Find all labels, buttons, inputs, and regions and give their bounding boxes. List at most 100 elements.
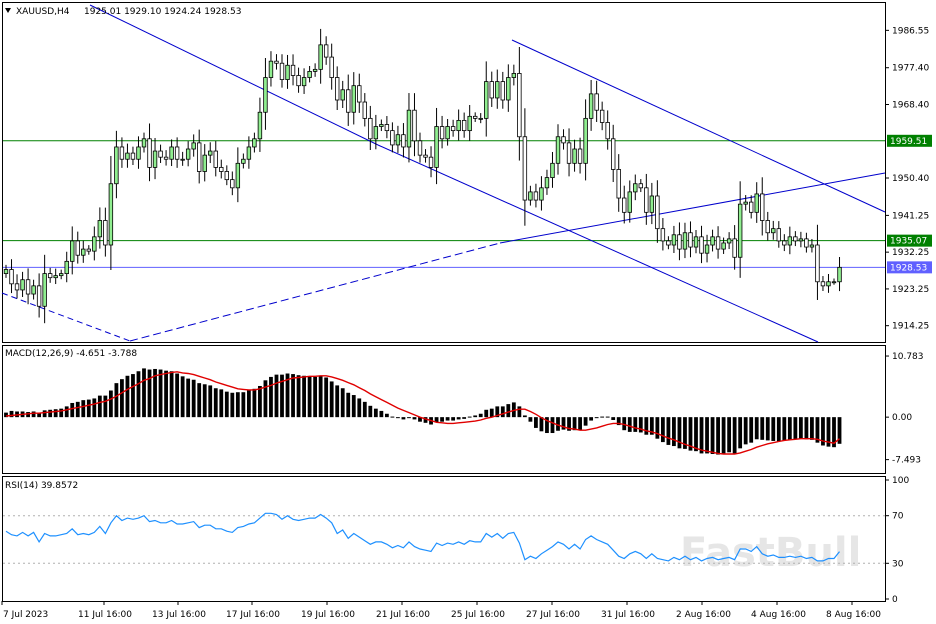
price-panel[interactable]: XAUUSD,H4 1925.01 1929.10 1924.24 1928.5…: [1, 2, 932, 343]
candle-body: [202, 154, 207, 172]
macd-bar: [136, 371, 141, 418]
macd-bar: [539, 417, 544, 432]
candle-body: [174, 146, 180, 160]
macd-signal-line: [5, 371, 840, 455]
macd-bar: [368, 405, 373, 418]
macd-bar: [583, 417, 588, 426]
macd-bar: [120, 379, 124, 418]
candle-body: [765, 220, 770, 234]
macd-bar: [48, 409, 53, 418]
macd-bar: [31, 411, 36, 418]
macd-panel-frame: [2, 345, 886, 474]
macd-bar: [589, 417, 594, 421]
candle-body: [489, 81, 494, 99]
macd-bar: [235, 392, 240, 418]
candle-body: [472, 115, 478, 119]
macd-bar: [710, 417, 715, 454]
macd-bar: [269, 376, 273, 418]
price-level-label: 1959.51: [890, 137, 927, 147]
candle-body: [428, 156, 434, 168]
time-tick-label: 25 Jul 16:00: [451, 610, 505, 620]
candle-body: [754, 193, 759, 213]
candle-body: [42, 273, 47, 307]
candle-body: [125, 152, 130, 160]
macd-bar: [716, 417, 720, 455]
candle-body: [831, 281, 837, 284]
candle-body: [362, 101, 367, 119]
candle-body: [782, 240, 787, 246]
macd-bar: [445, 417, 450, 421]
price-tick-label: 1932.25: [892, 248, 929, 258]
candle-body: [263, 77, 268, 113]
ohlc-label: 1925.01 1929.10 1924.24 1928.53: [84, 7, 241, 17]
channel-lower-left: [1, 292, 131, 342]
macd-bar: [622, 417, 627, 431]
channel-lower-right: [377, 144, 819, 343]
time-tick-label: 2 Aug 16:00: [676, 610, 731, 620]
macd-bar: [649, 417, 654, 435]
macd-bar: [749, 417, 754, 443]
macd-bar: [302, 375, 306, 418]
candle-body: [213, 150, 218, 168]
candle-body: [285, 64, 290, 80]
macd-bar: [4, 412, 8, 418]
macd-bar: [81, 400, 86, 418]
candle-body: [312, 68, 318, 72]
macd-bar: [517, 406, 522, 418]
macd-bar: [760, 417, 765, 440]
channel-upper-left: [89, 4, 379, 146]
macd-bar: [26, 412, 30, 418]
candle-body: [75, 240, 80, 256]
candle-body: [760, 193, 765, 221]
candle-body: [230, 179, 235, 189]
macd-bar: [280, 374, 284, 418]
candle-body: [787, 236, 793, 246]
candle-body: [655, 195, 660, 230]
collapse-triangle-icon[interactable]: [5, 8, 11, 13]
candle-body: [555, 136, 561, 164]
candle-body: [406, 109, 412, 148]
macd-bar: [627, 417, 632, 432]
macd-bar: [578, 417, 582, 431]
macd-bar: [633, 417, 638, 432]
macd-panel[interactable]: MACD(12,26,9) -4.651 -3.788 10.783 0.00 -7…: [2, 345, 924, 474]
rsi-tick-label: 0: [892, 595, 898, 605]
macd-bar: [500, 406, 505, 418]
candle-body: [47, 273, 53, 279]
macd-bar: [53, 409, 58, 418]
support-line-dashed: [129, 242, 501, 342]
candle-body: [644, 187, 649, 213]
candle-body: [682, 232, 688, 250]
macd-bar: [572, 417, 577, 431]
candle-body: [163, 156, 169, 160]
candle-body: [544, 177, 550, 189]
price-tick-label: 1968.40: [892, 100, 929, 110]
candle-body: [721, 242, 726, 250]
candle-body: [97, 220, 103, 238]
candle-body: [622, 197, 627, 213]
candle-body: [710, 236, 715, 246]
candle-body: [390, 130, 395, 146]
rsi-tick-label: 70: [892, 512, 904, 522]
price-level-label: 1928.53: [890, 263, 927, 273]
macd-bar: [754, 417, 759, 440]
candle-body: [323, 44, 329, 58]
candle-body: [450, 126, 456, 132]
candle-body: [715, 236, 721, 250]
macd-bar: [384, 413, 389, 418]
time-tick-label: 27 Jul 16:00: [526, 610, 580, 620]
candle-body: [185, 148, 191, 160]
macd-bar: [473, 415, 478, 418]
candle-body: [86, 248, 91, 252]
macd-bar: [114, 383, 119, 418]
candle-body: [666, 240, 671, 246]
candle-body: [445, 126, 450, 140]
macd-bar: [495, 406, 500, 418]
rsi-panel-frame: [2, 476, 886, 602]
candle-body: [401, 134, 406, 148]
macd-bar: [131, 374, 135, 418]
rsi-panel[interactable]: RSI(14) 39.8572 100 70 30 0: [2, 476, 910, 605]
macd-bar: [153, 368, 157, 418]
macd-bar: [396, 417, 400, 419]
